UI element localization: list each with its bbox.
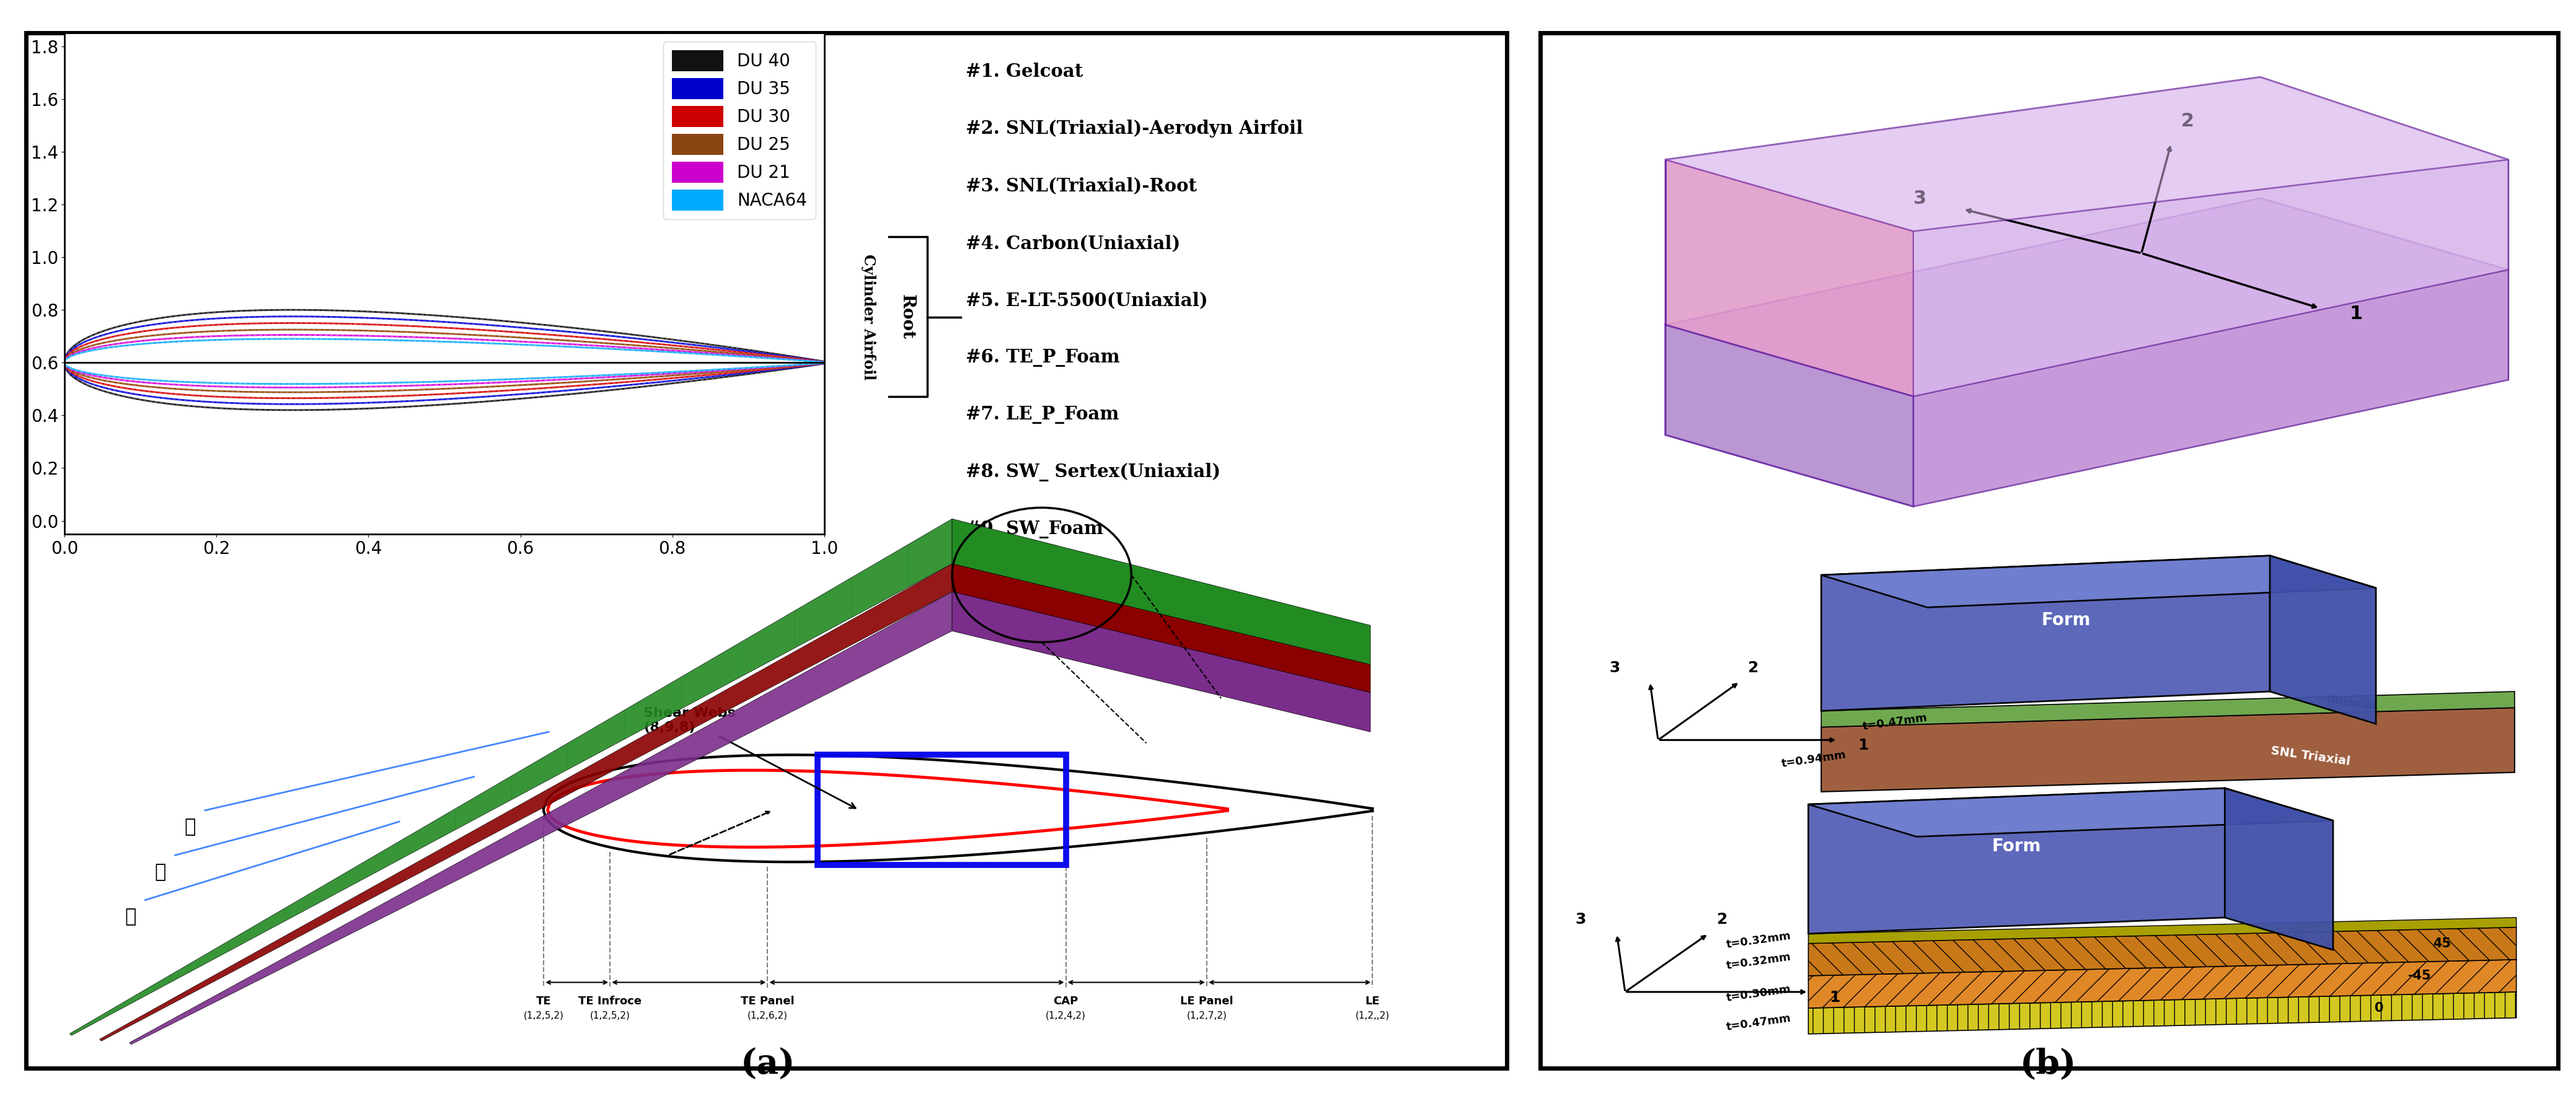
Polygon shape [1914,270,2509,506]
Text: Uniaxial: Uniaxial [2326,694,2378,712]
Text: TE Infroce: TE Infroce [580,995,641,1006]
Text: 0: 0 [2375,1002,2383,1014]
Text: t=0.32mm: t=0.32mm [1726,951,1793,971]
Text: #1. Gelcoat: #1. Gelcoat [966,63,1084,80]
Polygon shape [1664,325,1914,506]
Text: TE: TE [536,995,551,1006]
Text: (b): (b) [2020,1047,2076,1081]
Bar [817,755,1066,864]
Text: (1,2,4,2): (1,2,4,2) [1046,1011,1087,1021]
Text: (1,2,7,2): (1,2,7,2) [1188,1011,1226,1021]
Text: t=0.30mm: t=0.30mm [1726,983,1793,1004]
Text: #6. TE_P_Foam: #6. TE_P_Foam [966,349,1121,367]
Polygon shape [2269,556,2375,723]
Polygon shape [100,564,953,1042]
Polygon shape [953,519,1370,665]
Bar [26,33,1507,1068]
Text: t=0.47mm: t=0.47mm [1862,712,1929,732]
Text: #4. Carbon(Uniaxial): #4. Carbon(Uniaxial) [966,235,1180,252]
Polygon shape [1808,927,2517,975]
Text: 3: 3 [1574,913,1587,927]
Text: Shear Webs
(8,9,8): Shear Webs (8,9,8) [644,707,855,808]
Polygon shape [1664,160,1914,396]
Text: (1,2,,2): (1,2,,2) [1355,1011,1388,1021]
Text: #3. SNL(Triaxial)-Root: #3. SNL(Triaxial)-Root [966,177,1198,195]
Text: Cylinder Airfoil: Cylinder Airfoil [860,254,876,380]
Polygon shape [1821,691,2514,727]
Text: #2. SNL(Triaxial)-Aerodyn Airfoil: #2. SNL(Triaxial)-Aerodyn Airfoil [966,120,1303,138]
Text: LE: LE [1365,995,1381,1006]
Text: (1,2,6,2): (1,2,6,2) [747,1011,788,1021]
Polygon shape [2226,788,2334,950]
Text: Form: Form [2040,612,2092,629]
Text: t=0.94mm: t=0.94mm [1780,750,1847,770]
Text: 1: 1 [1857,738,1868,753]
Polygon shape [1821,556,2269,711]
Polygon shape [1664,77,2509,396]
Polygon shape [1914,160,2509,396]
Text: (1,2,5,2): (1,2,5,2) [523,1011,564,1021]
Text: (a): (a) [739,1047,796,1081]
Polygon shape [953,564,1370,693]
Text: #7. LE_P_Foam: #7. LE_P_Foam [966,406,1118,424]
Text: Form: Form [1991,838,2040,855]
Text: #5. E-LT-5500(Uniaxial): #5. E-LT-5500(Uniaxial) [966,292,1208,309]
Text: ②: ② [155,862,165,882]
Bar [1540,33,2558,1068]
Text: #8. SW_ Sertex(Uniaxial): #8. SW_ Sertex(Uniaxial) [966,464,1221,481]
Text: 2: 2 [1716,913,1728,927]
Polygon shape [129,591,953,1045]
Text: CAP: CAP [1054,995,1079,1006]
Text: t=0.47mm: t=0.47mm [1726,1013,1793,1033]
Text: LE Panel: LE Panel [1180,995,1234,1006]
Polygon shape [70,519,953,1035]
Text: 1: 1 [1829,990,1839,1005]
Text: SNL Triaxial: SNL Triaxial [2269,744,2352,767]
Polygon shape [1808,960,2517,1009]
Polygon shape [1664,77,2509,231]
Text: (1,2,5,2): (1,2,5,2) [590,1011,631,1021]
Text: 1: 1 [2349,305,2362,323]
Text: 3: 3 [1914,189,1927,207]
Text: #9. SW_Foam: #9. SW_Foam [966,521,1103,538]
Polygon shape [1821,556,2375,608]
Text: ③: ③ [185,818,196,837]
Text: ①: ① [124,907,137,926]
Polygon shape [1808,788,2226,934]
Text: Root: Root [899,294,914,340]
Polygon shape [953,591,1370,732]
Polygon shape [1664,198,2509,506]
Text: -45: -45 [2409,970,2432,982]
Text: t=0.32mm: t=0.32mm [1726,930,1793,950]
Text: 2: 2 [2182,112,2195,130]
Text: 2: 2 [1747,661,1759,675]
Text: 3: 3 [1610,661,1620,675]
Polygon shape [1821,708,2514,792]
Polygon shape [1808,788,2334,837]
Text: 45: 45 [2434,937,2452,950]
Legend: DU 40, DU 35, DU 30, DU 25, DU 21, NACA64: DU 40, DU 35, DU 30, DU 25, DU 21, NACA6… [662,42,817,219]
Polygon shape [1808,917,2517,944]
Text: TE Panel: TE Panel [742,995,793,1006]
Polygon shape [1808,992,2517,1034]
